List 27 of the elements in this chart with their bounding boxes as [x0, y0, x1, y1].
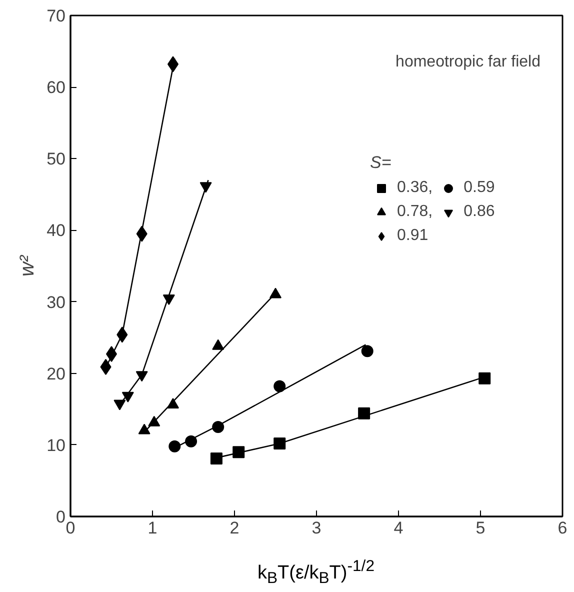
point [274, 380, 286, 392]
y-tick-label: 70 [46, 6, 66, 26]
legend-title: S= [370, 153, 392, 173]
legend-label: 0.36, [397, 179, 433, 197]
x-tick-label: 3 [312, 518, 322, 538]
legend-label: 0.91 [397, 227, 428, 245]
point [478, 372, 491, 384]
y-tick-label: 50 [46, 150, 66, 169]
legend-label: 0.59 [464, 179, 495, 197]
x-tick-label: 2 [230, 518, 240, 538]
x-tick-label: 1 [148, 518, 158, 538]
point [361, 345, 374, 358]
legend-label: 0.78, [397, 203, 433, 221]
y-axis-title: w² [16, 254, 39, 277]
y-tick-label: 30 [46, 292, 66, 312]
x-tick-label: 5 [476, 518, 486, 538]
annotation: homeotropic far field [396, 54, 541, 70]
x-axis-title: k$_{B}$T(ε/k$_{B}$T)$^{-1/2}$ [257, 557, 375, 590]
legend-label: 0.86 [464, 203, 495, 221]
y-tick-label: 10 [46, 436, 66, 455]
y-tick-label: 40 [46, 221, 66, 240]
point [210, 452, 222, 465]
x-tick-label: 6 [558, 518, 568, 538]
point [168, 440, 181, 452]
y-tick-label: 20 [46, 364, 66, 384]
x-tick-label: 4 [394, 518, 404, 538]
y-tick-label: 60 [46, 78, 66, 98]
